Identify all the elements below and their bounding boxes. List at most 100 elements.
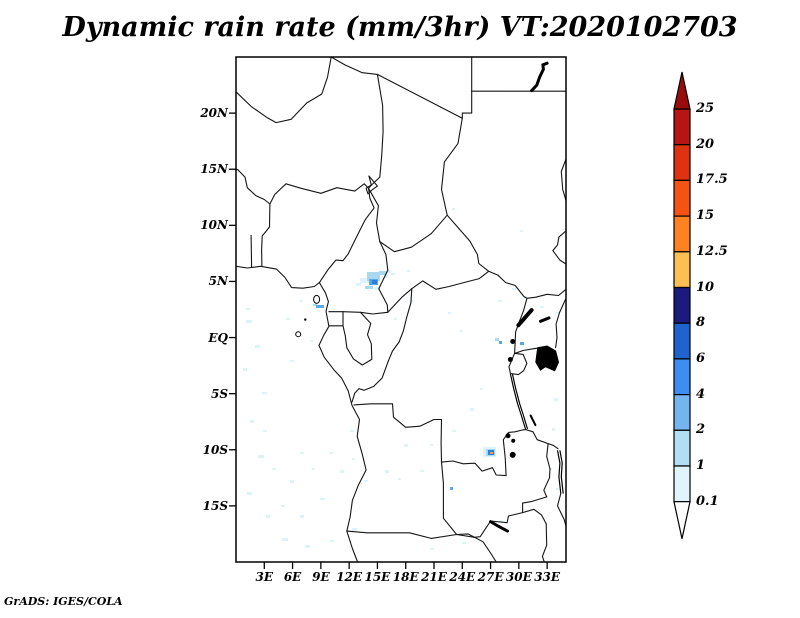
rain-cell xyxy=(290,360,294,362)
border-zambia-mozambique xyxy=(473,496,548,538)
rain-cell xyxy=(365,286,373,289)
border-gabon-congo xyxy=(342,311,373,366)
colorbar-label-17.5: 17.5 xyxy=(696,172,728,188)
border-south-sudan-ethiopia xyxy=(552,230,566,265)
border-mozambique-tete xyxy=(522,508,547,525)
lake-nasser xyxy=(530,61,549,93)
rain-cell xyxy=(520,342,524,345)
border-ubangi-car-drc xyxy=(387,270,490,313)
rain-cell xyxy=(452,430,456,432)
colorbar-arrow-top xyxy=(673,71,691,110)
colorbar-segment xyxy=(673,251,691,289)
rain-cell xyxy=(460,330,463,332)
lake-tanganyika-east-shore xyxy=(511,373,529,430)
border-togo-benin xyxy=(250,234,253,268)
rain-cell xyxy=(552,428,555,431)
border-uganda-south-sudan xyxy=(497,274,566,299)
rain-cell xyxy=(448,312,451,314)
border-zambia-malawi xyxy=(543,443,551,498)
lake-kivu xyxy=(507,356,513,362)
border-uganda-kenya xyxy=(555,298,566,349)
border-congo-drc-south xyxy=(351,360,389,403)
lake-kyoga xyxy=(539,316,551,323)
colorbar-segment xyxy=(673,179,691,217)
colorbar-label-1: 1 xyxy=(696,458,706,473)
lake-tanganyika xyxy=(509,373,527,430)
lake-kariba xyxy=(489,520,509,533)
rain-cell xyxy=(246,320,252,323)
colorbar-segment xyxy=(673,322,691,360)
colorbar-label-4: 4 xyxy=(696,386,706,402)
border-equatorial-guinea xyxy=(328,311,344,327)
rain-cell xyxy=(374,287,380,290)
rain-cell xyxy=(310,340,313,342)
lon-label-30E: 30E xyxy=(505,570,532,584)
border-cameroon-car xyxy=(378,241,389,313)
rain-cell xyxy=(247,492,252,495)
border-lake-chad-outline xyxy=(365,175,378,195)
border-uganda-tanzania xyxy=(514,347,539,354)
border-cameroon-south xyxy=(328,311,389,315)
colorbar-label-15: 15 xyxy=(696,208,715,224)
lake-bangweulu xyxy=(505,433,511,439)
rain-cell xyxy=(272,468,276,470)
rain-cell xyxy=(398,478,401,480)
rain-cell xyxy=(300,452,304,454)
lon-label-33E: 33E xyxy=(534,570,561,584)
rain-cell xyxy=(266,515,270,518)
colorbar-label-6: 6 xyxy=(696,350,706,366)
lake-malawi-east-shore xyxy=(559,450,564,494)
colorbar-segment xyxy=(673,394,691,431)
rain-cell xyxy=(394,318,397,320)
colorbar-label-12.5: 12.5 xyxy=(696,243,728,259)
bioko-island xyxy=(313,294,321,304)
rain-cell xyxy=(300,300,303,302)
lon-label-9E: 9E xyxy=(312,570,330,584)
grads-credit: GrADS: IGES/COLA xyxy=(4,595,123,608)
rain-cell xyxy=(356,283,361,286)
border-algeria-mali-niger xyxy=(236,57,332,124)
lat-label-15S: 15S xyxy=(202,498,228,513)
sao-tome-island xyxy=(295,331,302,338)
border-zambia-angola xyxy=(440,461,458,536)
border-coastline-west-africa xyxy=(236,265,367,562)
border-sudan-eritrea xyxy=(560,158,566,202)
rain-cell xyxy=(316,305,324,308)
map-frame xyxy=(235,56,567,563)
rain-cell xyxy=(385,470,389,473)
colorbar-segment xyxy=(673,429,691,467)
colorbar-arrow-bottom xyxy=(673,501,691,539)
rain-cell xyxy=(430,444,433,446)
border-niger-chad xyxy=(367,73,384,189)
rain-cell xyxy=(420,470,424,472)
rain-cell xyxy=(352,528,357,531)
rain-cell xyxy=(480,388,483,390)
border-congo-drc-north xyxy=(387,288,413,362)
rain-cell xyxy=(312,468,315,470)
border-drc-zambia-west xyxy=(440,460,507,477)
rain-cell xyxy=(367,272,380,281)
rain-cell xyxy=(320,498,325,500)
rain-cell xyxy=(246,308,250,310)
border-libya-sudan-step xyxy=(461,90,473,119)
colorbar-label-8: 8 xyxy=(696,315,706,331)
lon-label-3E: 3E xyxy=(255,570,274,584)
colorbar-segment xyxy=(673,465,691,503)
border-caprivi-botswana xyxy=(456,533,497,562)
border-car-sudan xyxy=(446,214,499,276)
border-rwanda-burundi xyxy=(509,352,528,376)
colorbar-label-25: 25 xyxy=(696,101,715,116)
lat-label-5S: 5S xyxy=(210,386,228,401)
lat-label-EQ: EQ xyxy=(208,330,228,345)
lat-label-10S: 10S xyxy=(202,442,228,457)
border-cameroon-chad xyxy=(367,187,381,243)
lake-bangweulu-2 xyxy=(511,438,516,443)
lat-label-15N: 15N xyxy=(200,162,228,177)
rain-cell xyxy=(258,455,264,458)
rain-cell xyxy=(490,452,493,454)
rain-cell xyxy=(500,520,503,522)
colorbar-label-0.1: 0.1 xyxy=(696,493,719,509)
border-drc-rwanda-uganda xyxy=(508,297,528,375)
rain-cell xyxy=(243,368,247,371)
